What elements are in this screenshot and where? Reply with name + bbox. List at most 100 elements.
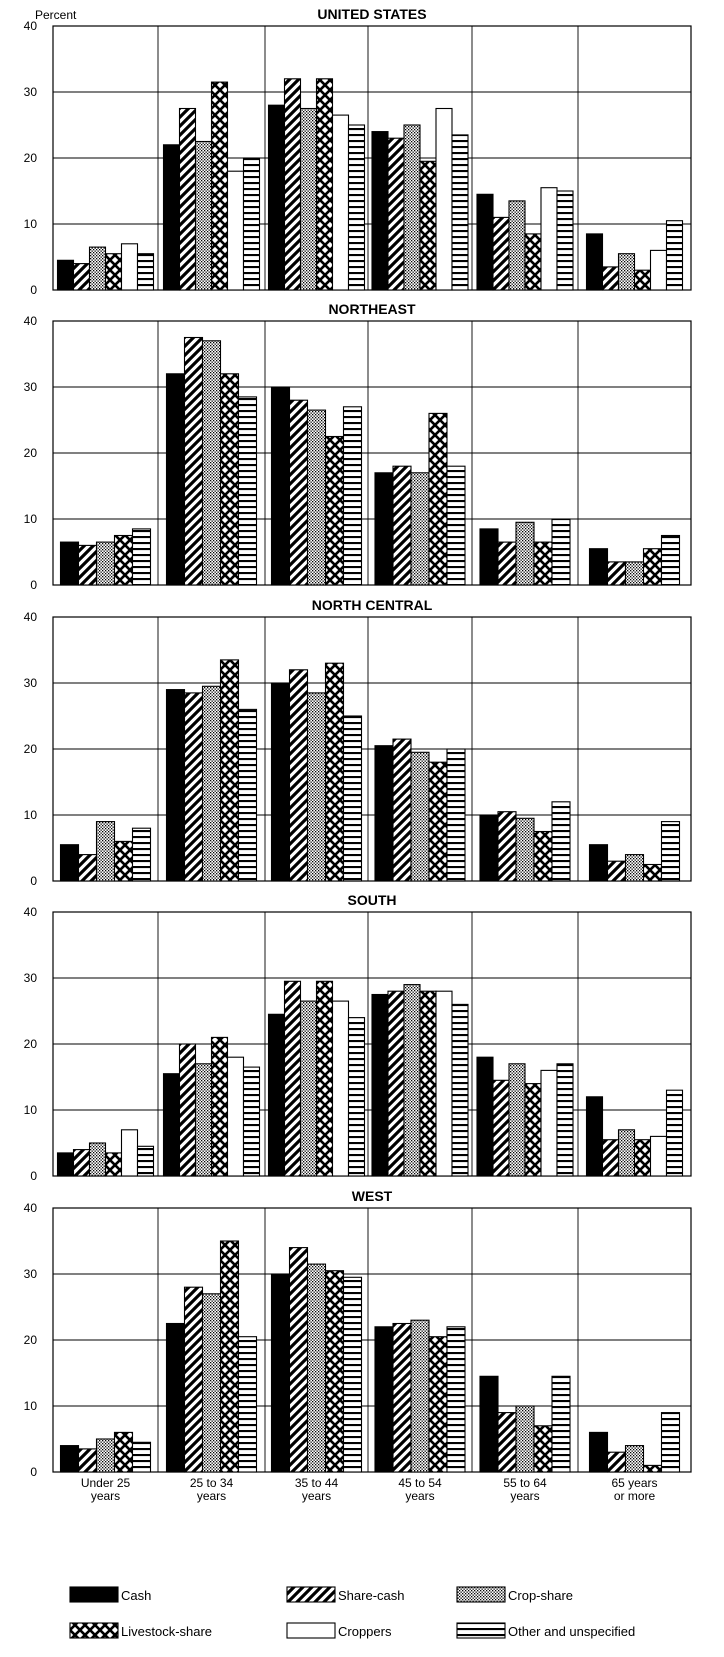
bar-livestock-share <box>219 1240 240 1473</box>
legend-item-croppers: Croppers <box>286 1622 392 1639</box>
bar-other-and-unspecified <box>451 134 469 291</box>
legend-swatch <box>286 1586 336 1603</box>
bar-other-and-unspecified <box>556 190 574 291</box>
panel-title: NORTH CENTRAL <box>312 597 433 613</box>
bar-cash <box>270 682 291 882</box>
bar-livestock-share <box>642 863 663 882</box>
y-tick-label: 30 <box>24 1267 38 1281</box>
bar-other-and-unspecified <box>242 1066 261 1177</box>
bar-croppers <box>435 107 453 291</box>
bar-croppers <box>226 170 245 291</box>
bar-share-cash <box>392 465 412 586</box>
bar-livestock-share <box>524 1083 542 1177</box>
bar-cash <box>165 373 186 586</box>
bar-croppers <box>120 1129 139 1177</box>
x-tick-label: years <box>302 1489 331 1503</box>
bar-share-cash <box>183 692 204 882</box>
legend-item-share-cash: Share-cash <box>286 1586 404 1603</box>
bar-livestock-share <box>642 1464 663 1473</box>
bar-cash <box>270 1273 291 1473</box>
bar-livestock-share <box>533 830 553 882</box>
bar-other-and-unspecified <box>242 157 261 291</box>
bar-livestock-share <box>524 233 542 291</box>
bar-other-and-unspecified <box>347 124 366 291</box>
bar-livestock-share <box>633 269 652 291</box>
bar-livestock-share <box>324 1270 345 1473</box>
y-tick-label: 10 <box>24 512 38 526</box>
y-tick-label: 40 <box>24 314 38 328</box>
bar-livestock-share <box>315 980 334 1177</box>
panel-north-central: NORTH CENTRAL 0 10 20 30 40 <box>24 597 692 888</box>
bar-cash <box>476 193 494 291</box>
legend-label: Livestock-share <box>121 1624 212 1639</box>
panel-title: UNITED STATES <box>317 6 426 22</box>
bar-livestock-share <box>104 253 123 291</box>
bar-livestock-share <box>428 412 448 586</box>
bar-share-cash <box>492 216 510 291</box>
bar-share-cash <box>288 669 309 882</box>
bar-livestock-share <box>210 81 229 291</box>
bar-livestock-share <box>533 1425 553 1473</box>
bar-share-cash <box>72 1149 91 1177</box>
y-tick-label: 20 <box>24 742 38 756</box>
bar-croppers <box>226 1056 245 1177</box>
bar-crop-share <box>299 107 318 291</box>
bar-share-cash <box>283 78 302 291</box>
bar-crop-share <box>201 685 222 882</box>
legend-label: Crop-share <box>508 1588 573 1603</box>
bar-share-cash <box>387 137 405 291</box>
bar-other-and-unspecified <box>237 1336 258 1473</box>
y-tick-label: 0 <box>30 1465 37 1479</box>
panel-united-states: UNITED STATES 0 10 20 30 40 <box>24 6 692 297</box>
panel-title: NORTHEAST <box>328 301 416 317</box>
bar-other-and-unspecified <box>551 801 571 882</box>
bar-share-cash <box>392 738 412 882</box>
bar-crop-share <box>617 1129 636 1177</box>
x-tick-label: or more <box>614 1489 656 1503</box>
panel-west: WEST 0 10 20 30 40 <box>24 1188 692 1479</box>
bar-cash <box>267 1013 286 1177</box>
bar-other-and-unspecified <box>665 1089 684 1177</box>
bar-livestock-share <box>533 541 553 586</box>
bar-cash <box>267 104 286 291</box>
bar-crop-share <box>410 751 430 882</box>
bar-share-cash <box>77 544 98 586</box>
y-tick-label: 30 <box>24 676 38 690</box>
y-tick-label: 40 <box>24 1201 38 1215</box>
legend-swatch <box>286 1622 336 1639</box>
y-tick-label: 10 <box>24 808 38 822</box>
bar-share-cash <box>283 980 302 1177</box>
x-tick-label: 45 to 54 <box>398 1476 442 1490</box>
x-tick-label: Under 25 <box>81 1476 131 1490</box>
bar-share-cash <box>387 990 405 1177</box>
y-tick-label: 30 <box>24 380 38 394</box>
bar-croppers <box>649 249 668 291</box>
x-tick-label: years <box>197 1489 226 1503</box>
bar-livestock-share <box>219 659 240 882</box>
bar-cash <box>270 386 291 586</box>
bar-livestock-share <box>633 1139 652 1177</box>
bar-share-cash <box>601 1139 620 1177</box>
bar-cash <box>56 1152 75 1177</box>
y-tick-label: 30 <box>24 971 38 985</box>
y-tick-label: 40 <box>24 19 38 33</box>
bar-other-and-unspecified <box>131 1441 152 1473</box>
bar-cash <box>479 528 499 586</box>
bar-crop-share <box>410 472 430 586</box>
bar-cash <box>585 1096 604 1177</box>
bar-cash <box>371 993 389 1177</box>
bar-croppers <box>331 1000 350 1177</box>
bar-other-and-unspecified <box>237 396 258 586</box>
legend-item-other-and-unspecified: Other and unspecified <box>456 1622 635 1639</box>
y-tick-label: 0 <box>30 578 37 592</box>
bar-other-and-unspecified <box>342 406 363 586</box>
bar-crop-share <box>194 140 213 291</box>
y-tick-label: 0 <box>30 1169 37 1183</box>
bar-other-and-unspecified <box>347 1017 366 1177</box>
legend-label: Share-cash <box>338 1588 404 1603</box>
y-tick-label: 20 <box>24 1333 38 1347</box>
bar-crop-share <box>508 1063 526 1177</box>
legend-item-livestock-share: Livestock-share <box>69 1622 212 1639</box>
legend-label: Other and unspecified <box>508 1624 635 1639</box>
